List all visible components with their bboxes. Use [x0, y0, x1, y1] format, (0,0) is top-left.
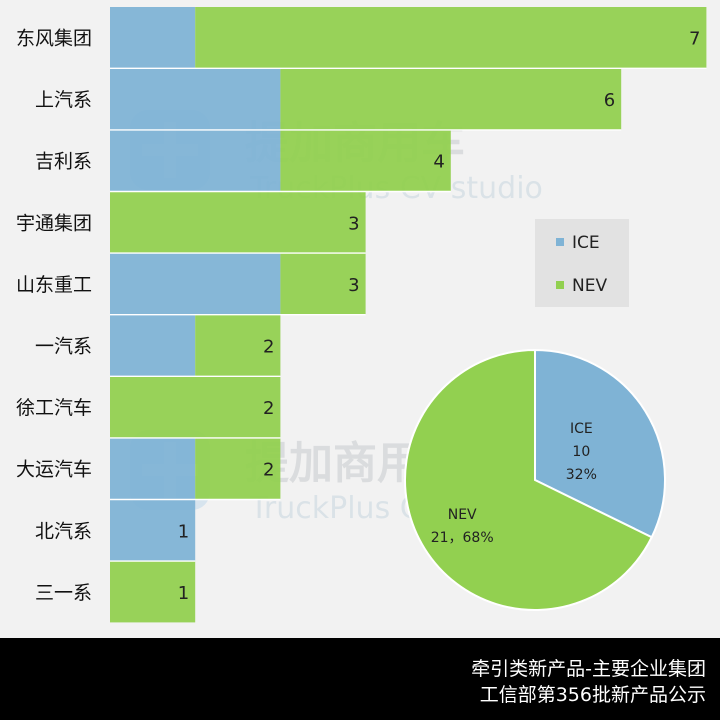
bar-value-label: 1 [178, 521, 189, 542]
bar-segment-nev [110, 561, 196, 623]
bar-segment-ice [110, 130, 281, 192]
footer-line-1: 牵引类新产品-主要企业集团 [471, 658, 706, 680]
bar-segment-ice [110, 7, 196, 68]
category-label: 上汽系 [35, 89, 92, 111]
pie-data-label: 32% [566, 467, 597, 483]
category-label: 吉利系 [35, 151, 92, 173]
legend-label: ICE [572, 233, 600, 253]
category-label: 大运汽车 [16, 459, 92, 481]
legend: ICE NEV [535, 219, 629, 307]
bar-segment-nev [280, 253, 366, 315]
pie-chart: ICE 10 32% NEV 21，68% [404, 348, 666, 611]
bar-segment-nev [195, 438, 281, 500]
bar-value-label: 6 [604, 90, 615, 111]
bar-value-label: 2 [263, 398, 274, 419]
pie-slice-nev [404, 348, 654, 611]
bar-segment-ice [110, 315, 196, 376]
bar-value-label: 1 [178, 583, 189, 604]
bar-segment-ice [110, 68, 281, 130]
footer-line-2: 工信部第356批新产品公示 [479, 684, 706, 706]
bar-value-label: 2 [263, 460, 274, 481]
category-label: 北汽系 [35, 520, 92, 542]
bar-value-label: 4 [433, 152, 444, 173]
bar-segment-nev [195, 7, 707, 68]
bar-segment-nev [280, 68, 622, 130]
legend-swatch-ice [556, 238, 564, 246]
bar-value-label: 3 [348, 213, 359, 234]
category-label: 山东重工 [16, 274, 92, 296]
bar-chart: 7 6 4 3 3 2 2 2 1 1 [110, 7, 707, 623]
pie-data-label: ICE [570, 421, 593, 437]
bar-value-label: 3 [348, 275, 359, 296]
legend-swatch-nev [556, 281, 564, 289]
bar-segment-ice [110, 499, 196, 561]
bar-segment-nev [110, 191, 366, 253]
bar-segment-ice [110, 253, 281, 315]
category-label: 三一系 [35, 582, 92, 604]
bar-value-label: 7 [689, 29, 700, 50]
bar-value-label: 2 [263, 337, 274, 358]
category-label: 东风集团 [16, 28, 92, 50]
bar-segment-nev [110, 376, 281, 438]
pie-slice-ice [534, 348, 666, 539]
category-label: 一汽系 [35, 336, 92, 358]
pie-data-label: NEV [448, 507, 477, 523]
pie-data-label: 21，68% [431, 530, 494, 546]
legend-label: NEV [572, 276, 607, 296]
legend-box [535, 219, 629, 307]
pie-data-label: 10 [572, 444, 590, 460]
bar-segment-ice [110, 438, 196, 500]
bar-segment-nev [280, 130, 451, 192]
category-label: 宇通集团 [16, 212, 92, 234]
category-label: 徐工汽车 [16, 397, 92, 419]
footer-caption: 牵引类新产品-主要企业集团 工信部第356批新产品公示 [0, 638, 720, 720]
bar-segment-nev [195, 315, 281, 376]
